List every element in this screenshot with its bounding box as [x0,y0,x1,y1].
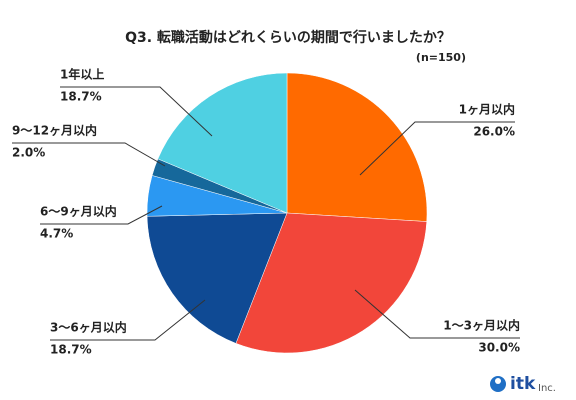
category-label: 1〜3ヶ月以内 [443,318,520,333]
category-label: 9〜12ヶ月以内 [12,123,97,138]
category-label: 3〜6ヶ月以内 [50,320,127,335]
pie-slice [286,72,428,222]
logo: itk Inc. [490,374,556,394]
leader-line [40,205,163,225]
value-label: 18.7% [50,343,92,357]
chart-title: Q3. 転職活動はどれくらいの期間で行いましたか？ [125,29,451,46]
value-label: 4.7% [40,227,73,241]
leader-line [354,289,520,339]
logo-suffix: Inc. [538,383,556,394]
category-label: 6〜9ヶ月以内 [40,204,117,219]
pie-slice [235,212,428,354]
value-label: 30.0% [478,341,520,355]
logo-icon-dot [495,378,501,384]
leader-line [359,121,515,176]
value-label: 26.0% [473,125,515,139]
value-label: 18.7% [60,90,102,104]
leader-line [60,86,213,137]
logo-name: itk [510,374,536,394]
value-label: 2.0% [12,146,45,160]
leader-line [50,299,206,341]
category-label: 1ヶ月以内 [459,102,515,117]
category-label: 1年以上 [60,67,104,82]
pie-slice [146,212,288,344]
pie-slice [157,72,288,214]
leader-line [12,142,166,167]
chart-subtitle: (n=150) [416,51,466,64]
